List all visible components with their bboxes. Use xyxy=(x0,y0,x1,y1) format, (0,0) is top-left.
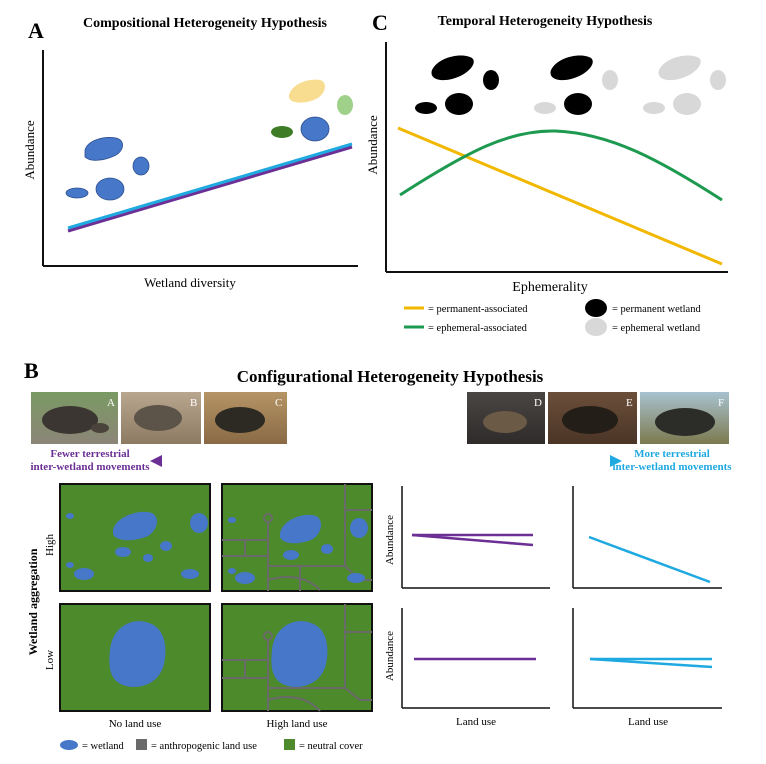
land-use-label-1: Land use xyxy=(456,716,496,728)
panel-a: A Compositional Heterogeneity Hypothesis… xyxy=(22,16,358,290)
fewer-movements-line2: inter-wetland movements xyxy=(30,461,150,473)
panel-c: C Temporal Heterogeneity Hypothesis Ephe… xyxy=(365,10,728,336)
panel-c-legend-permanent-wetland: = permanent wetland xyxy=(612,304,701,315)
legend-wetland-swatch xyxy=(60,740,78,750)
panel-b: B Configurational Heterogeneity Hypothes… xyxy=(24,358,732,752)
turtle-photo-a: A xyxy=(31,392,118,444)
photo-label-e: E xyxy=(626,397,633,409)
high-label: High xyxy=(44,534,56,557)
map-low-land-use xyxy=(221,603,373,712)
low-label: Low xyxy=(44,650,56,670)
panel-c-eph-wetland-2c xyxy=(534,102,556,114)
panel-c-perm-wetland-1c xyxy=(415,102,437,114)
mini-plot-low-cyan xyxy=(572,608,722,709)
mini-plot-low-purple: Abundance xyxy=(384,608,550,709)
panel-c-perm-wetland-1b xyxy=(483,70,499,90)
panel-a-wetland-yellow xyxy=(289,79,325,103)
panel-c-legend-grey-swatch xyxy=(585,318,607,336)
mini-plot-high-cyan xyxy=(572,486,722,589)
photo-label-f: F xyxy=(718,397,724,409)
panel-c-eph-wetland-3b xyxy=(710,70,726,90)
photo-label-c: C xyxy=(275,397,282,409)
wetland-aggregation-label: Wetland aggregation xyxy=(26,548,40,655)
map-low-no-land-use xyxy=(59,603,211,712)
turtle-photo-f: F xyxy=(640,392,729,444)
panel-c-eph-wetland-2b xyxy=(602,70,618,90)
panel-b-letter: B xyxy=(24,358,39,383)
panel-c-title: Temporal Heterogeneity Hypothesis xyxy=(438,14,653,29)
panel-a-letter: A xyxy=(28,18,44,43)
panel-c-perm-wetland-2d xyxy=(564,93,592,115)
mini-plot-ylabel-1: Abundance xyxy=(384,515,396,565)
panel-a-xlabel: Wetland diversity xyxy=(144,275,236,290)
panel-a-wetland-4 xyxy=(65,187,89,199)
more-movements-line2: inter-wetland movements xyxy=(612,461,732,473)
turtle-photo-d: D xyxy=(467,392,545,444)
panel-a-ylabel: Abundance xyxy=(22,120,37,179)
map-high-land-use xyxy=(221,483,373,592)
panel-c-ephemeral-associated-curve xyxy=(399,129,723,202)
panel-a-purple-line xyxy=(67,145,353,233)
panel-a-title: Compositional Heterogeneity Hypothesis xyxy=(83,16,328,31)
turtle-photo-e: E xyxy=(548,392,637,444)
panel-c-legend-ephemeral-associated: = ephemeral-associated xyxy=(428,323,528,334)
turtle-photo-b: B xyxy=(121,392,201,444)
panel-c-eph-wetland-3c xyxy=(643,102,665,114)
panel-a-wetland-lightgreen xyxy=(337,95,353,115)
legend-wetland: = wetland xyxy=(82,741,125,752)
mini-plot-high-purple: Abundance xyxy=(384,486,550,589)
panel-c-legend-black-swatch xyxy=(585,299,607,317)
fewer-movements-line1: Fewer terrestrial xyxy=(50,448,129,460)
photo-label-a: A xyxy=(107,397,115,409)
panel-c-ylabel: Abundance xyxy=(365,115,380,174)
legend-neutral-swatch xyxy=(284,739,295,750)
legend-anthropogenic: = anthropogenic land use xyxy=(151,741,257,752)
arrow-head-left xyxy=(150,455,162,467)
panel-a-wetland-5 xyxy=(300,116,330,142)
photo-label-b: B xyxy=(190,397,197,409)
turtle-photo-c: C xyxy=(204,392,287,444)
panel-a-cyan-line xyxy=(67,142,353,230)
arrow-head-right xyxy=(610,455,622,467)
panel-a-wetland-1 xyxy=(84,137,123,161)
panel-c-xlabel: Ephemerality xyxy=(512,280,587,295)
panel-a-wetland-darkgreen xyxy=(271,126,293,138)
more-movements-line1: More terrestrial xyxy=(634,448,710,460)
panel-c-eph-wetland-3d xyxy=(673,93,701,115)
panel-b-title: Configurational Heterogeneity Hypothesis xyxy=(237,367,544,386)
mini-plot-ylabel-2: Abundance xyxy=(384,631,396,681)
panel-c-perm-wetland-1a xyxy=(431,55,474,81)
photo-label-d: D xyxy=(534,397,542,409)
panel-c-legend-permanent-associated: = permanent-associated xyxy=(428,304,528,315)
panel-c-perm-wetland-1d xyxy=(445,93,473,115)
panel-a-wetland-2 xyxy=(132,156,150,176)
panel-c-perm-wetland-2a xyxy=(550,55,593,81)
map-high-no-land-use xyxy=(59,483,211,592)
high-land-use-label: High land use xyxy=(266,718,327,730)
panel-c-letter: C xyxy=(372,10,388,35)
panel-c-permanent-associated-line xyxy=(397,126,723,266)
legend-neutral: = neutral cover xyxy=(299,741,363,752)
panel-c-eph-wetland-3a xyxy=(658,55,701,81)
panel-a-wetland-3 xyxy=(95,177,125,201)
land-use-label-2: Land use xyxy=(628,716,668,728)
no-land-use-label: No land use xyxy=(109,718,162,730)
panel-c-legend-ephemeral-wetland: = ephemeral wetland xyxy=(612,323,701,334)
legend-anthropogenic-swatch xyxy=(136,739,147,750)
